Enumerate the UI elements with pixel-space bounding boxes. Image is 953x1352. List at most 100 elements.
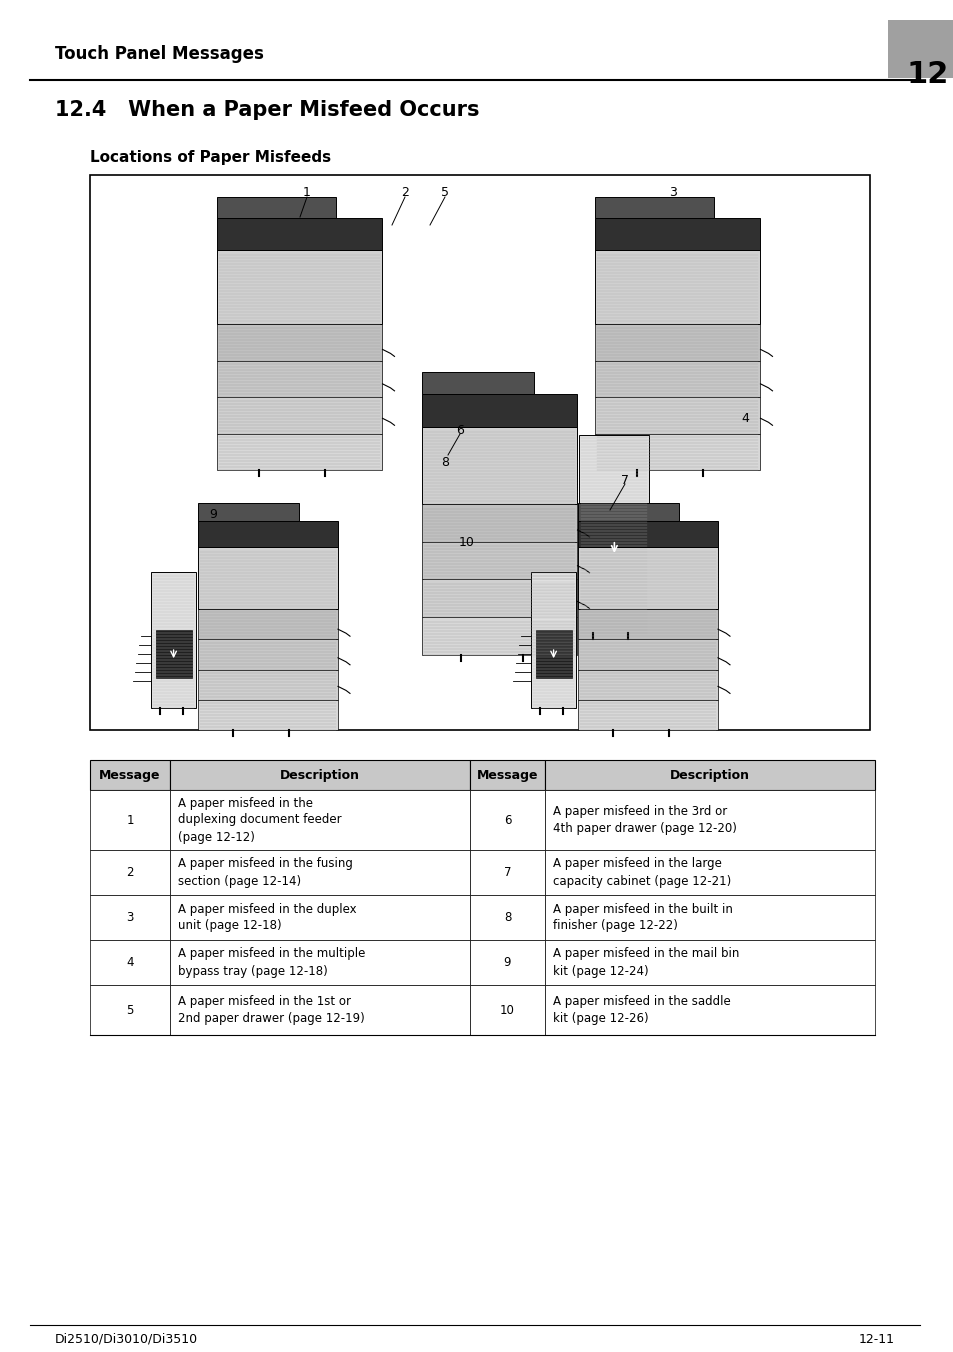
Bar (198, 639, 337, 669)
Text: Message: Message (99, 768, 161, 781)
Bar (90, 850, 170, 895)
Text: A paper misfeed in the multiple
bypass tray (page 12-18): A paper misfeed in the multiple bypass t… (178, 948, 365, 977)
Text: A paper misfeed in the large
capacity cabinet (page 12-21): A paper misfeed in the large capacity ca… (553, 857, 731, 887)
Text: 8: 8 (503, 911, 511, 923)
Bar (544, 850, 874, 895)
Text: 6: 6 (456, 423, 463, 437)
Text: A paper misfeed in the mail bin
kit (page 12-24): A paper misfeed in the mail bin kit (pag… (553, 948, 739, 977)
Bar (170, 760, 470, 790)
Text: 4: 4 (740, 411, 748, 425)
Text: 9: 9 (209, 508, 216, 522)
Bar (198, 669, 337, 700)
Bar (887, 20, 953, 78)
Bar (198, 521, 337, 548)
Bar (170, 850, 470, 895)
Bar (470, 760, 544, 790)
Text: A paper misfeed in the built in
finisher (page 12-22): A paper misfeed in the built in finisher… (553, 903, 732, 933)
Bar (151, 572, 195, 708)
Text: A paper misfeed in the saddle
kit (page 12-26): A paper misfeed in the saddle kit (page … (553, 995, 730, 1025)
Bar (155, 630, 192, 677)
Bar (578, 521, 718, 548)
Bar (217, 434, 382, 470)
Text: 1: 1 (303, 187, 311, 200)
Bar (422, 617, 577, 654)
Text: 12: 12 (906, 59, 948, 89)
Bar (90, 940, 170, 986)
Bar (544, 986, 874, 1036)
Bar (217, 361, 382, 397)
Text: 12.4   When a Paper Misfeed Occurs: 12.4 When a Paper Misfeed Occurs (55, 100, 479, 120)
Bar (578, 700, 718, 730)
Bar (470, 940, 544, 986)
Bar (578, 608, 718, 639)
Text: 5: 5 (126, 1003, 133, 1017)
Text: 6: 6 (503, 814, 511, 826)
Bar (90, 174, 869, 730)
Bar (578, 669, 718, 700)
Bar (595, 324, 760, 361)
Bar (544, 790, 874, 850)
Bar (170, 895, 470, 940)
Text: A paper misfeed in the 1st or
2nd paper drawer (page 12-19): A paper misfeed in the 1st or 2nd paper … (178, 995, 364, 1025)
Text: 10: 10 (499, 1003, 515, 1017)
Bar (198, 700, 337, 730)
Bar (470, 986, 544, 1036)
Bar (578, 503, 679, 521)
Bar (170, 986, 470, 1036)
Text: Touch Panel Messages: Touch Panel Messages (55, 45, 264, 64)
Bar (470, 895, 544, 940)
Bar (422, 427, 577, 504)
Bar (422, 580, 577, 617)
Bar (198, 503, 298, 521)
Bar (198, 548, 337, 608)
Bar (217, 250, 382, 324)
Text: A paper misfeed in the fusing
section (page 12-14): A paper misfeed in the fusing section (p… (178, 857, 353, 887)
Text: 12-11: 12-11 (858, 1333, 894, 1347)
Text: 2: 2 (400, 187, 409, 200)
Text: 4: 4 (126, 956, 133, 969)
Bar (578, 435, 649, 633)
Bar (531, 572, 576, 708)
Text: 9: 9 (503, 956, 511, 969)
Bar (595, 397, 760, 434)
Text: 1: 1 (126, 814, 133, 826)
Text: Message: Message (476, 768, 537, 781)
Bar (90, 790, 170, 850)
Bar (90, 986, 170, 1036)
Bar (217, 324, 382, 361)
Bar (544, 760, 874, 790)
Bar (170, 790, 470, 850)
Text: A paper misfeed in the 3rd or
4th paper drawer (page 12-20): A paper misfeed in the 3rd or 4th paper … (553, 804, 736, 836)
Bar (595, 218, 760, 250)
Text: 5: 5 (440, 187, 449, 200)
Bar (217, 397, 382, 434)
Bar (217, 218, 382, 250)
Bar (595, 250, 760, 324)
Bar (422, 372, 534, 393)
Bar (470, 790, 544, 850)
Text: 7: 7 (620, 473, 628, 487)
Bar (544, 940, 874, 986)
Text: 2: 2 (126, 867, 133, 879)
Text: A paper misfeed in the duplex
unit (page 12-18): A paper misfeed in the duplex unit (page… (178, 903, 356, 933)
Bar (589, 518, 639, 577)
Text: Description: Description (669, 768, 749, 781)
Bar (544, 895, 874, 940)
Text: 7: 7 (503, 867, 511, 879)
Bar (595, 434, 760, 470)
Bar (422, 504, 577, 542)
Bar (170, 940, 470, 986)
Bar (90, 760, 170, 790)
Bar (422, 393, 577, 427)
Text: Description: Description (280, 768, 359, 781)
Text: Locations of Paper Misfeeds: Locations of Paper Misfeeds (90, 150, 331, 165)
Bar (536, 630, 571, 677)
Text: 8: 8 (440, 456, 449, 469)
Bar (198, 608, 337, 639)
Text: 3: 3 (126, 911, 133, 923)
Text: 3: 3 (668, 187, 677, 200)
Bar (217, 197, 336, 218)
Bar (595, 361, 760, 397)
Text: Di2510/Di3010/Di3510: Di2510/Di3010/Di3510 (55, 1333, 198, 1347)
Text: A paper misfeed in the
duplexing document feeder
(page 12-12): A paper misfeed in the duplexing documen… (178, 796, 341, 844)
